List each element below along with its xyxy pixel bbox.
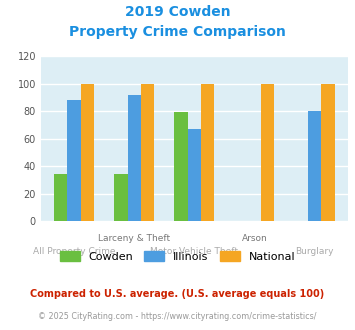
Text: 2019 Cowden: 2019 Cowden — [125, 5, 230, 19]
Text: All Property Crime: All Property Crime — [33, 248, 115, 256]
Bar — [261, 83, 274, 221]
Bar — [201, 83, 214, 221]
Bar — [308, 111, 321, 221]
Text: Arson: Arson — [242, 234, 267, 243]
Legend: Cowden, Illinois, National: Cowden, Illinois, National — [55, 247, 300, 267]
Text: Burglary: Burglary — [295, 248, 334, 256]
Text: Compared to U.S. average. (U.S. average equals 100): Compared to U.S. average. (U.S. average … — [31, 289, 324, 299]
Bar — [175, 113, 188, 221]
Bar — [81, 83, 94, 221]
Bar — [114, 174, 127, 221]
Bar — [188, 129, 201, 221]
Text: © 2025 CityRating.com - https://www.cityrating.com/crime-statistics/: © 2025 CityRating.com - https://www.city… — [38, 312, 317, 321]
Text: Larceny & Theft: Larceny & Theft — [98, 234, 170, 243]
Text: Motor Vehicle Theft: Motor Vehicle Theft — [151, 248, 238, 256]
Text: Property Crime Comparison: Property Crime Comparison — [69, 25, 286, 39]
Bar — [141, 83, 154, 221]
Bar — [321, 83, 335, 221]
Bar — [67, 100, 81, 221]
Bar — [54, 174, 67, 221]
Bar — [127, 95, 141, 221]
